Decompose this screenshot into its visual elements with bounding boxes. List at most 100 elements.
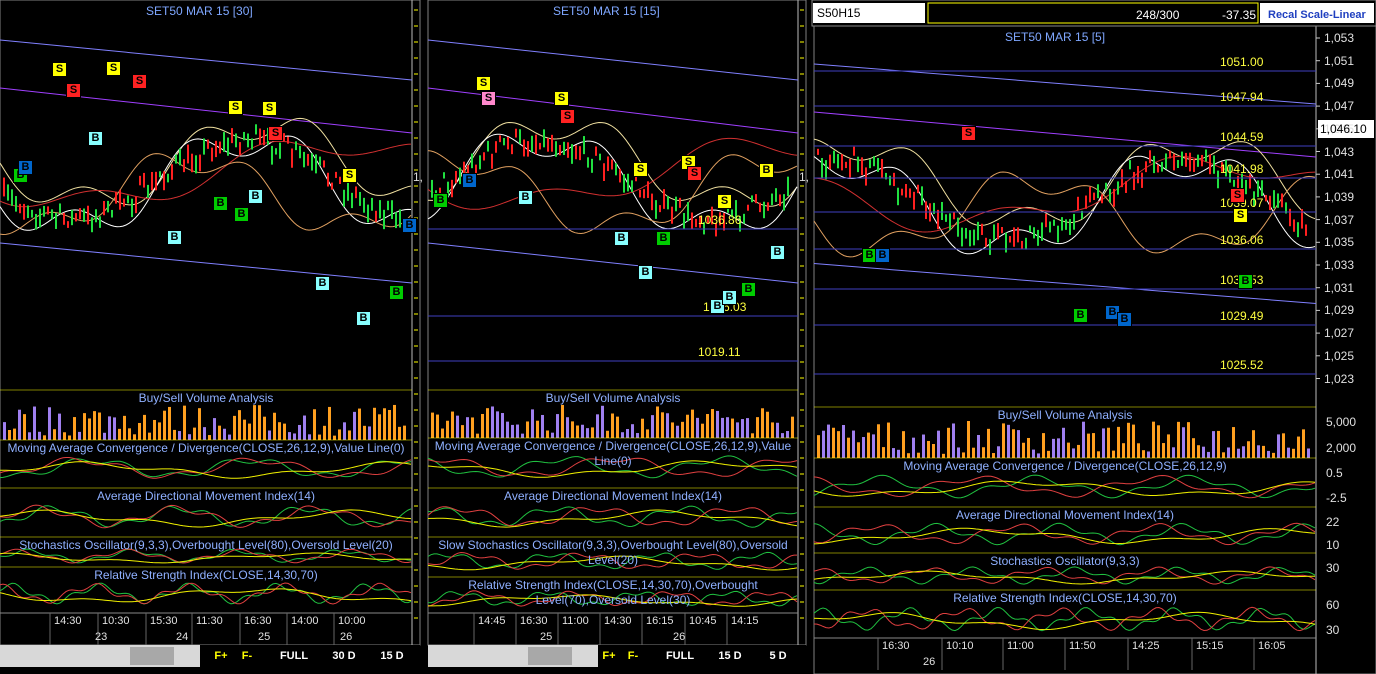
volume-bar [358, 408, 361, 440]
signal-marker: S [476, 76, 491, 91]
volume-bar [441, 428, 444, 438]
signal-marker: B [167, 230, 182, 245]
indicator-line [427, 590, 798, 607]
indicator-line [813, 566, 1316, 585]
volume-bar [541, 414, 544, 438]
toolbar-button[interactable]: 15 D [380, 650, 404, 662]
volume-bar [481, 413, 484, 438]
level-label: 1019.11 [698, 345, 741, 359]
volume-bar [1027, 437, 1030, 458]
volume-bar [1122, 443, 1125, 458]
price-box [1318, 120, 1374, 138]
volume-bar [576, 425, 579, 438]
signal-marker: B [614, 231, 629, 246]
volume-bar [656, 406, 659, 438]
indicator-title: Relative Strength Index(CLOSE,14,30,70) [94, 568, 318, 582]
volume-bar [113, 417, 116, 440]
volume-bar [501, 413, 504, 438]
volume-bar [1247, 441, 1250, 458]
toolbar-button[interactable]: 30 D [332, 650, 356, 662]
volume-bar [972, 447, 975, 458]
trend-line [427, 242, 799, 284]
indicator-axis-label: 30 [1326, 561, 1340, 575]
volume-bar [108, 416, 111, 440]
toolbar-button[interactable]: FULL [279, 650, 309, 662]
symbol-select[interactable]: S50H15 [817, 6, 861, 20]
volume-bar [461, 425, 464, 438]
volume-bar [451, 411, 454, 438]
volume-bar [716, 410, 719, 438]
volume-bar [178, 431, 181, 440]
volume-bar [586, 428, 589, 438]
volume-bar [601, 405, 604, 438]
level-label: 1036.86 [698, 213, 742, 227]
volume-bar [751, 433, 754, 438]
volume-bar [962, 452, 965, 458]
volume-bar [1212, 431, 1215, 458]
volume-bar [83, 413, 86, 440]
volume-bar [38, 431, 41, 440]
toolbar-button[interactable]: F+ [214, 650, 228, 662]
indicator-axis-label: 22 [1326, 515, 1340, 529]
volume-bar [223, 428, 226, 440]
toolbar-button[interactable]: F- [241, 650, 253, 662]
signal-marker: S [961, 126, 976, 141]
chart-title: SET50 MAR 15 [30] [146, 4, 253, 18]
volume-bar [208, 435, 211, 440]
volume-bar [1307, 448, 1310, 458]
volume-bar [992, 453, 995, 458]
volume-bar [731, 418, 734, 438]
volume-bar [163, 410, 166, 440]
volume-bar [1292, 448, 1295, 458]
volume-bar [268, 430, 271, 440]
toolbar-button[interactable]: F- [627, 650, 639, 662]
volume-bar [1007, 424, 1010, 458]
indicator-line [0, 135, 412, 231]
toolbar-button[interactable]: 15 D [718, 650, 742, 662]
last-price: 1,046.10 [1320, 122, 1367, 136]
toolbar-button[interactable]: F+ [602, 650, 616, 662]
signal-marker: B [88, 131, 103, 146]
time-label: 10:45 [689, 615, 717, 627]
volume-bar [691, 409, 694, 438]
toolbar-button[interactable]: FULL [665, 650, 695, 662]
volume-bar [1282, 433, 1285, 458]
volume-bar [318, 434, 321, 440]
volume-bar [776, 422, 779, 438]
signal-marker: B [656, 231, 671, 246]
indicator-line [813, 155, 1316, 255]
signal-marker: S [132, 74, 147, 89]
volume-bar [1087, 433, 1090, 458]
signal-marker: S [228, 100, 243, 115]
volume-bar [952, 423, 955, 458]
volume-bar [486, 408, 489, 438]
volume-bar [1062, 427, 1065, 458]
volume-bar [827, 424, 830, 458]
volume-bar [892, 448, 895, 458]
volume-bar [153, 419, 156, 440]
volume-bar [922, 434, 925, 458]
interval: [5] [1091, 30, 1106, 44]
volume-bar [123, 415, 126, 440]
y-tick-label: 1,023 [1324, 371, 1355, 386]
volume-bar [726, 417, 729, 438]
volume-bar [1102, 428, 1105, 458]
volume-bar [596, 414, 599, 438]
toolbar-button[interactable]: 5 D [769, 650, 787, 662]
signal-marker: B [462, 173, 477, 188]
volume-bar [766, 411, 769, 438]
volume-bar [611, 413, 614, 438]
volume-bar [348, 430, 351, 440]
y-tick-label: 1,051 [1324, 53, 1355, 68]
volume-bar [671, 422, 674, 438]
indicator-line [813, 570, 1316, 585]
volume-bar [263, 416, 266, 440]
volume-bar [536, 420, 539, 438]
volume-bar [531, 409, 534, 438]
volume-bar [58, 413, 61, 440]
volume-bar [18, 409, 21, 440]
recal-button[interactable]: Recal Scale-Linear [1268, 9, 1366, 21]
volume-bar [1287, 447, 1290, 458]
